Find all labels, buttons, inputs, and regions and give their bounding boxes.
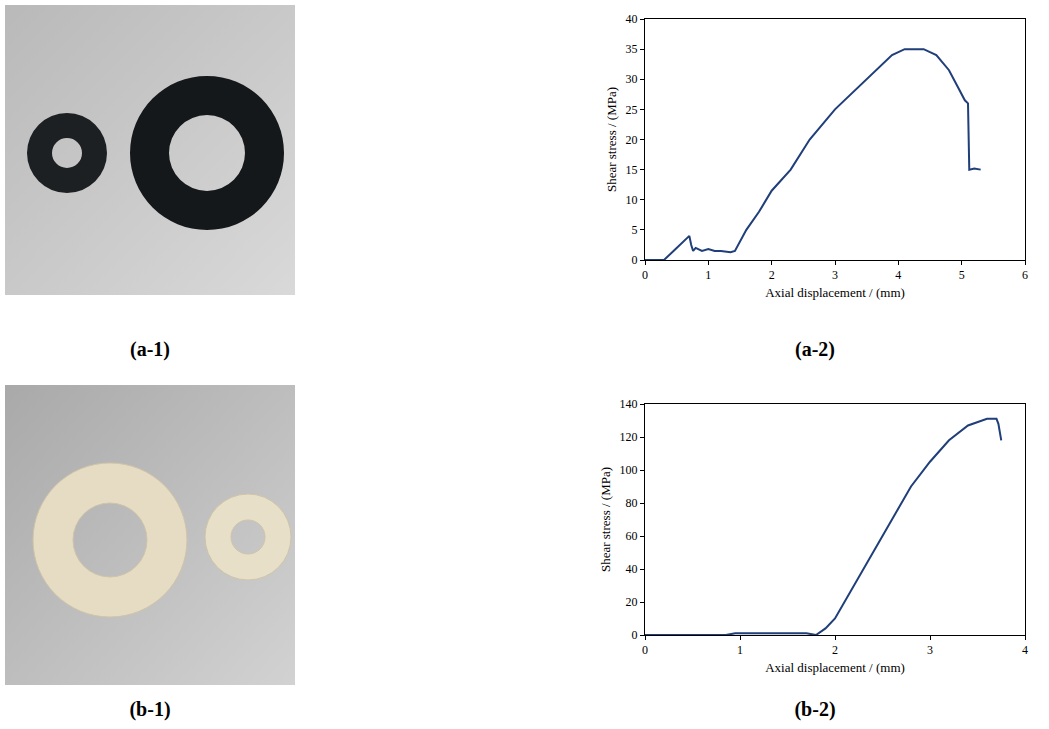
svg-text:4: 4	[1022, 643, 1028, 657]
svg-text:0: 0	[632, 253, 638, 267]
html-text:(a-2): (a-2)	[795, 338, 835, 360]
html-text:(b-1): (b-1)	[129, 698, 171, 720]
svg-text:0: 0	[642, 643, 648, 657]
svg-text:5: 5	[959, 268, 965, 282]
svg-text:10: 10	[626, 193, 638, 207]
svg-text:1: 1	[737, 643, 743, 657]
svg-text:6: 6	[1022, 268, 1028, 282]
svg-text:100: 100	[620, 463, 638, 477]
svg-text:2: 2	[769, 268, 775, 282]
svg-text:Axial displacement / (mm): Axial displacement / (mm)	[765, 660, 905, 675]
svg-text:140: 140	[620, 397, 638, 411]
svg-text:30: 30	[626, 72, 638, 86]
html-text:(a-1): (a-1)	[130, 338, 170, 360]
svg-text:4: 4	[895, 268, 901, 282]
svg-text:3: 3	[927, 643, 933, 657]
svg-text:60: 60	[626, 529, 638, 543]
svg-text:Axial displacement / (mm): Axial displacement / (mm)	[765, 285, 905, 300]
svg-text:15: 15	[626, 163, 638, 177]
svg-text:35: 35	[626, 42, 638, 56]
svg-text:40: 40	[626, 562, 638, 576]
svg-text:Shear stress / (MPa): Shear stress / (MPa)	[598, 467, 613, 572]
html-text:(b-2): (b-2)	[794, 698, 836, 720]
svg-text:25: 25	[626, 103, 638, 117]
svg-text:2: 2	[832, 643, 838, 657]
svg-text:20: 20	[626, 133, 638, 147]
svg-text:3: 3	[832, 268, 838, 282]
svg-text:0: 0	[642, 268, 648, 282]
svg-text:40: 40	[626, 12, 638, 26]
svg-text:1: 1	[705, 268, 711, 282]
svg-text:80: 80	[626, 496, 638, 510]
svg-text:Shear stress / (MPa): Shear stress / (MPa)	[604, 87, 619, 192]
svg-text:20: 20	[626, 595, 638, 609]
svg-text:120: 120	[620, 430, 638, 444]
svg-text:0: 0	[632, 628, 638, 642]
svg-text:5: 5	[632, 223, 638, 237]
